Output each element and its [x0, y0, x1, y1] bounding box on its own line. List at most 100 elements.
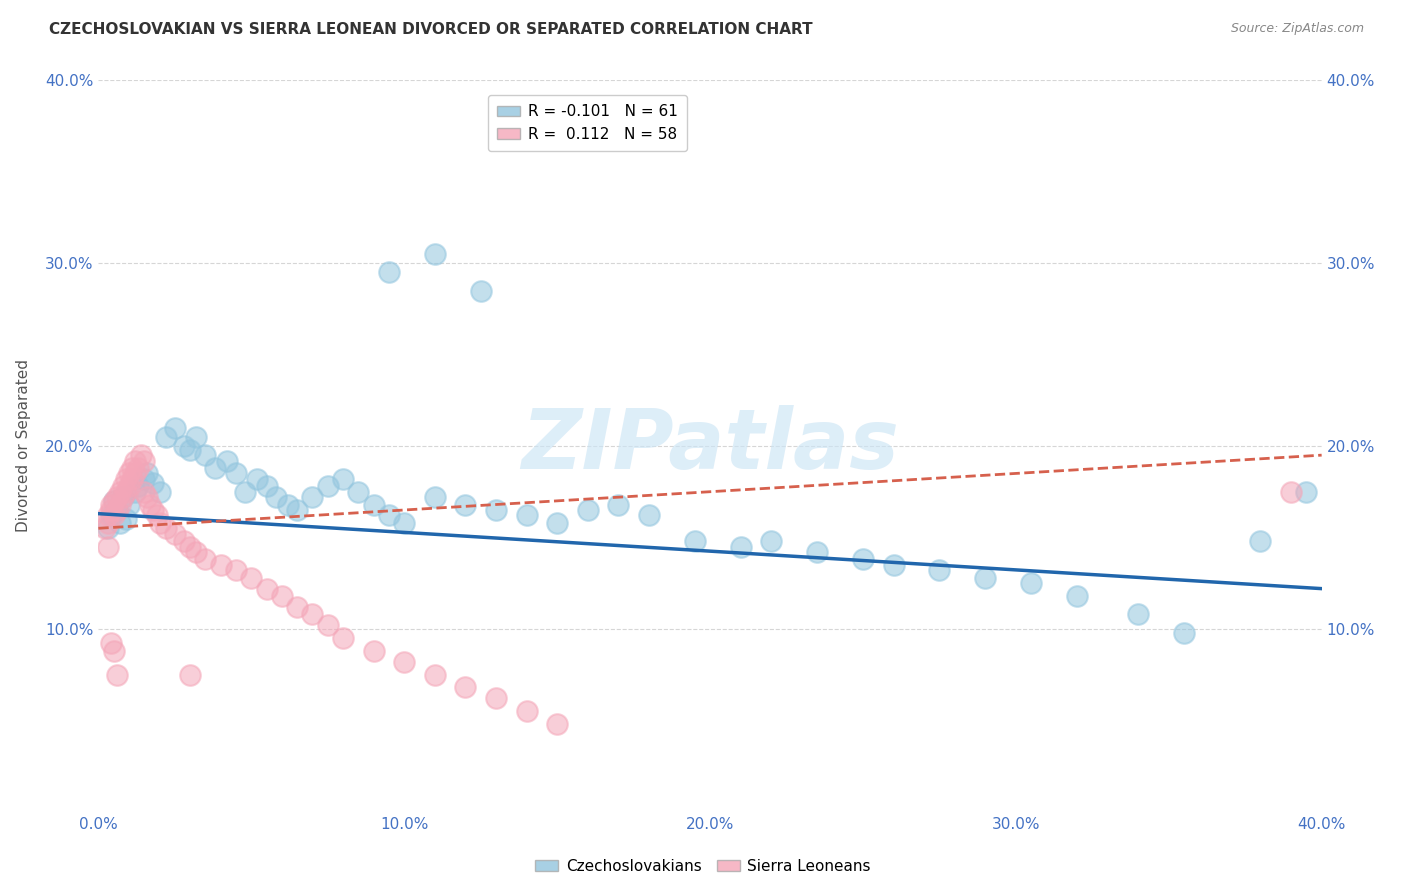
Point	[179, 667, 201, 681]
Point	[392, 516, 416, 530]
Point	[121, 472, 143, 486]
Point	[546, 516, 568, 530]
Point	[115, 472, 138, 486]
Point	[285, 599, 308, 614]
Point	[134, 472, 156, 486]
Legend: Czechoslovakians, Sierra Leoneans: Czechoslovakians, Sierra Leoneans	[529, 853, 877, 880]
Point	[240, 571, 263, 585]
Point	[173, 534, 195, 549]
Point	[470, 284, 492, 298]
Point	[1295, 484, 1317, 499]
Point	[127, 479, 149, 493]
Point	[136, 467, 159, 481]
Point	[1128, 607, 1150, 622]
Point	[423, 667, 446, 681]
Point	[974, 571, 997, 585]
Point	[100, 503, 122, 517]
Point	[115, 512, 138, 526]
Point	[121, 461, 143, 475]
Point	[454, 498, 477, 512]
Point	[118, 467, 141, 481]
Point	[124, 453, 146, 467]
Point	[97, 540, 120, 554]
Point	[100, 508, 122, 523]
Point	[516, 508, 538, 523]
Point	[97, 521, 120, 535]
Point	[301, 490, 323, 504]
Point	[607, 498, 630, 512]
Point	[204, 461, 226, 475]
Point	[277, 498, 299, 512]
Point	[142, 475, 165, 490]
Point	[454, 681, 477, 695]
Point	[100, 636, 122, 650]
Point	[155, 521, 177, 535]
Point	[134, 484, 156, 499]
Point	[105, 503, 128, 517]
Point	[806, 545, 828, 559]
Point	[546, 717, 568, 731]
Y-axis label: Divorced or Separated: Divorced or Separated	[17, 359, 31, 533]
Point	[285, 503, 308, 517]
Point	[111, 490, 134, 504]
Point	[423, 247, 446, 261]
Point	[186, 545, 208, 559]
Point	[134, 453, 156, 467]
Point	[103, 494, 125, 508]
Text: ZIPatlas: ZIPatlas	[522, 406, 898, 486]
Point	[124, 467, 146, 481]
Point	[363, 498, 385, 512]
Point	[139, 498, 162, 512]
Point	[264, 490, 287, 504]
Point	[215, 453, 238, 467]
Point	[347, 484, 370, 499]
Point	[163, 421, 186, 435]
Point	[105, 667, 128, 681]
Point	[1279, 484, 1302, 499]
Point	[105, 503, 128, 517]
Legend: R = -0.101   N = 61, R =  0.112   N = 58: R = -0.101 N = 61, R = 0.112 N = 58	[488, 95, 688, 152]
Point	[423, 490, 446, 504]
Point	[485, 691, 508, 706]
Point	[149, 484, 172, 499]
Point	[209, 558, 232, 572]
Point	[97, 508, 120, 523]
Text: CZECHOSLOVAKIAN VS SIERRA LEONEAN DIVORCED OR SEPARATED CORRELATION CHART: CZECHOSLOVAKIAN VS SIERRA LEONEAN DIVORC…	[49, 22, 813, 37]
Point	[186, 430, 208, 444]
Point	[145, 508, 167, 523]
Point	[270, 589, 292, 603]
Point	[115, 484, 138, 499]
Point	[233, 484, 256, 499]
Point	[155, 430, 177, 444]
Point	[316, 618, 339, 632]
Point	[1173, 625, 1195, 640]
Point	[301, 607, 323, 622]
Point	[378, 265, 401, 279]
Point	[194, 448, 217, 462]
Point	[100, 498, 122, 512]
Point	[928, 563, 950, 577]
Point	[108, 484, 131, 499]
Point	[225, 563, 247, 577]
Point	[111, 490, 134, 504]
Point	[576, 503, 599, 517]
Point	[163, 526, 186, 541]
Point	[1249, 534, 1271, 549]
Point	[516, 704, 538, 718]
Text: Source: ZipAtlas.com: Source: ZipAtlas.com	[1230, 22, 1364, 36]
Point	[256, 582, 278, 596]
Point	[1019, 576, 1042, 591]
Point	[173, 439, 195, 453]
Point	[97, 516, 120, 530]
Point	[93, 521, 115, 535]
Point	[142, 503, 165, 517]
Point	[378, 508, 401, 523]
Point	[730, 540, 752, 554]
Point	[637, 508, 661, 523]
Point	[485, 503, 508, 517]
Point	[179, 442, 201, 457]
Point	[108, 516, 131, 530]
Point	[332, 472, 354, 486]
Point	[149, 516, 172, 530]
Point	[103, 644, 125, 658]
